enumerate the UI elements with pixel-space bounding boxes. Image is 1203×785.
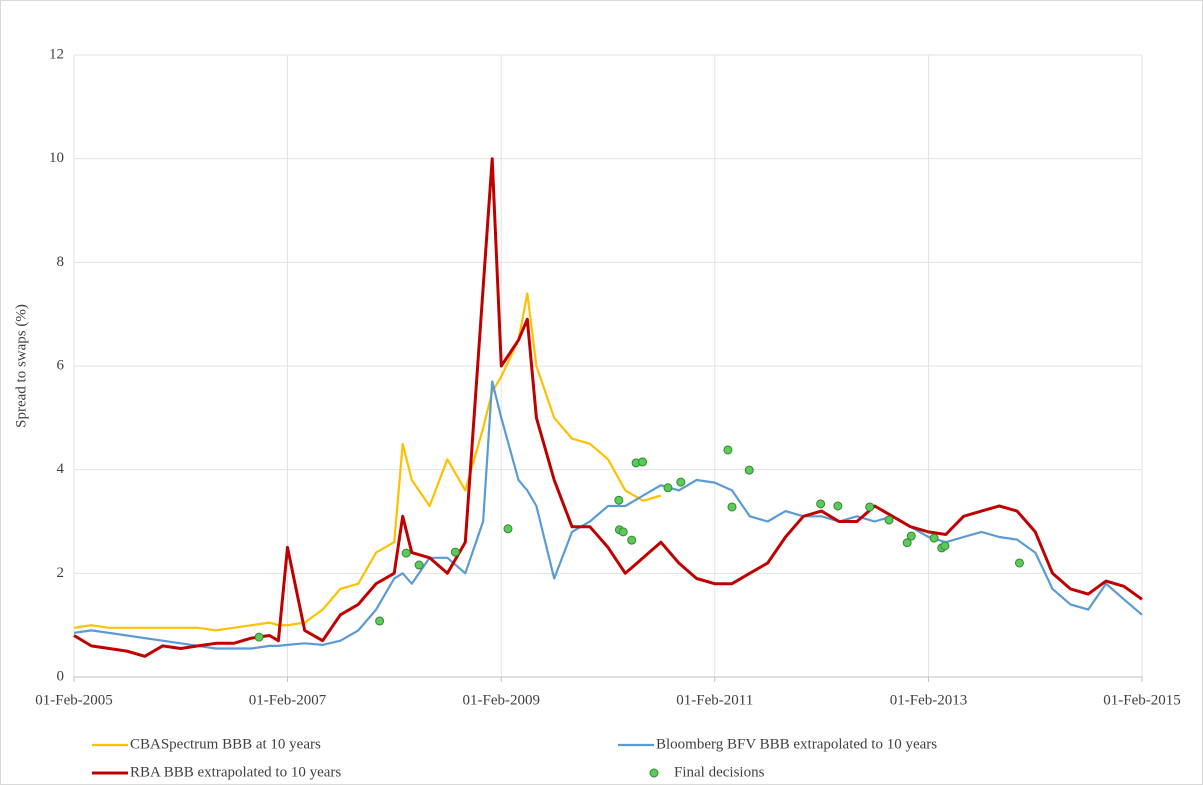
decision-point: [638, 457, 648, 467]
legend-label: CBASpectrum BBB at 10 years: [130, 736, 321, 752]
decision-point: [884, 515, 894, 525]
decision-point: [1014, 558, 1024, 568]
decision-point: [375, 616, 385, 626]
decision-point: [816, 499, 826, 509]
legend-marker: [649, 768, 659, 778]
y-axis-label: Spread to swaps (%): [13, 304, 29, 428]
decision-point: [414, 560, 424, 570]
decision-point: [627, 535, 637, 545]
decision-point: [865, 502, 875, 512]
decision-point: [401, 548, 411, 558]
line-series: [73, 292, 662, 632]
y-tick-label: 8: [57, 254, 65, 270]
decision-point: [929, 533, 939, 543]
decision-point: [618, 527, 628, 537]
decision-point: [902, 538, 912, 548]
x-tick-label: 01-Feb-2007: [249, 692, 327, 708]
decision-point: [503, 524, 513, 534]
decision-point: [450, 547, 460, 557]
line-series: [73, 380, 1143, 650]
decision-point: [254, 632, 264, 642]
y-tick-label: 2: [57, 565, 65, 581]
decision-point: [833, 501, 843, 511]
legend-label: Final decisions: [674, 764, 765, 780]
decision-point: [723, 445, 733, 455]
decision-point: [906, 531, 916, 541]
y-tick-label: 0: [57, 668, 65, 684]
x-tick-label: 01-Feb-2013: [890, 692, 968, 708]
decision-point: [663, 483, 673, 493]
decision-point: [614, 495, 624, 505]
y-tick-label: 10: [49, 150, 64, 166]
y-tick-label: 12: [49, 46, 64, 62]
legend-label: Bloomberg BFV BBB extrapolated to 10 yea…: [656, 736, 937, 752]
decision-point: [676, 477, 686, 487]
x-tick-label: 01-Feb-2015: [1103, 692, 1181, 708]
y-tick-label: 4: [57, 461, 65, 477]
x-tick-label: 01-Feb-2009: [463, 692, 541, 708]
legend-label: RBA BBB extrapolated to 10 years: [130, 764, 341, 780]
y-tick-label: 6: [57, 357, 65, 373]
x-tick-label: 01-Feb-2005: [35, 692, 113, 708]
decision-point: [727, 502, 737, 512]
decision-point: [940, 541, 950, 551]
x-tick-label: 01-Feb-2011: [676, 692, 753, 708]
decision-point: [744, 465, 754, 475]
